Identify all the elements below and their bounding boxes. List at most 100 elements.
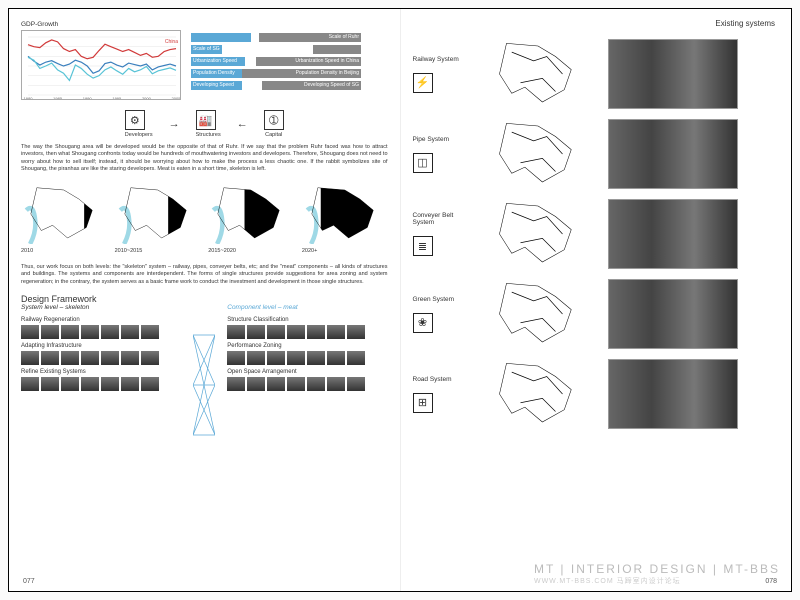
system-row: Railway System ⚡ bbox=[413, 39, 780, 109]
thumb-row bbox=[21, 325, 181, 339]
thumb bbox=[287, 325, 305, 339]
svg-text:China: China bbox=[165, 39, 178, 45]
thumb bbox=[121, 351, 139, 365]
df-sub-left: System level – skeleton bbox=[21, 304, 181, 311]
system-row: Conveyer Belt System ≣ bbox=[413, 199, 780, 269]
thumb bbox=[247, 377, 265, 391]
system-photo bbox=[608, 39, 738, 109]
line-chart-svg: China198019851990199520002005 bbox=[21, 30, 181, 100]
thumb bbox=[41, 377, 59, 391]
df-left-col: Railway Regeneration Adapting Infrastruct… bbox=[21, 315, 181, 477]
page-left: GDP-Growth China198019851990199520002005… bbox=[9, 9, 401, 591]
system-icon: ◫ bbox=[413, 153, 433, 173]
thumb bbox=[247, 351, 265, 365]
thumb bbox=[227, 351, 245, 365]
bar-row: Scale of Ruhr bbox=[191, 33, 361, 42]
df-group-title: Railway Regeneration bbox=[21, 317, 181, 323]
thumb bbox=[247, 325, 265, 339]
arrow-icon: ← bbox=[237, 118, 248, 130]
flow-icon: ⚙ bbox=[125, 110, 145, 130]
system-map bbox=[478, 39, 598, 109]
chart-title: GDP-Growth bbox=[21, 21, 181, 28]
thumb bbox=[21, 325, 39, 339]
thumb bbox=[267, 351, 285, 365]
thumb bbox=[61, 325, 79, 339]
right-header: Existing systems bbox=[715, 19, 775, 28]
thumb bbox=[347, 351, 365, 365]
system-row: Road System ⊞ bbox=[413, 359, 780, 429]
thumb-row bbox=[227, 325, 387, 339]
system-map bbox=[478, 119, 598, 189]
system-photo bbox=[608, 199, 738, 269]
system-icon: ❀ bbox=[413, 313, 433, 333]
thumb bbox=[81, 325, 99, 339]
thumb bbox=[347, 377, 365, 391]
thumb bbox=[41, 325, 59, 339]
system-row: Green System ❀ bbox=[413, 279, 780, 349]
flow-icon: ➀ bbox=[264, 110, 284, 130]
thumb bbox=[227, 377, 245, 391]
thumb-row bbox=[227, 377, 387, 391]
system-title: Conveyer Belt System bbox=[413, 212, 468, 226]
system-map bbox=[478, 279, 598, 349]
thumb bbox=[21, 377, 39, 391]
thumb bbox=[101, 377, 119, 391]
system-title: Pipe System bbox=[413, 136, 468, 143]
df-title: Design Framework bbox=[21, 294, 388, 304]
system-map bbox=[478, 199, 598, 269]
thumb bbox=[347, 325, 365, 339]
thumb bbox=[21, 351, 39, 365]
flow-item: ⚙ Developers bbox=[125, 110, 153, 138]
flow-label: Developers bbox=[125, 132, 153, 138]
system-title: Railway System bbox=[413, 56, 468, 63]
df-group-title: Refine Existing Systems bbox=[21, 369, 181, 375]
df-group-title: Adapting Infrastructure bbox=[21, 343, 181, 349]
thumb bbox=[81, 351, 99, 365]
compare-bars: Scale of Ruhr Scale of SG Urbanization S… bbox=[191, 21, 361, 102]
thumb bbox=[121, 325, 139, 339]
df-right-col: Structure ClassificationPerformance Zoni… bbox=[227, 315, 387, 477]
page-number-left: 077 bbox=[23, 578, 35, 585]
bar-row: Scale of SG bbox=[191, 45, 361, 54]
thumb bbox=[327, 377, 345, 391]
thumb bbox=[41, 351, 59, 365]
svg-text:1990: 1990 bbox=[83, 96, 93, 100]
thumb bbox=[81, 377, 99, 391]
page-right: Existing systems Railway System ⚡ Pipe S… bbox=[401, 9, 792, 591]
bar-row: Urbanization Speed Urbanization Speed in… bbox=[191, 57, 361, 66]
system-icon: ⊞ bbox=[413, 393, 433, 413]
system-icon: ≣ bbox=[413, 236, 433, 256]
phase-map: 2020+ bbox=[302, 184, 388, 254]
flow-label: Capital bbox=[264, 132, 284, 138]
arrow-icon: → bbox=[169, 118, 180, 130]
svg-text:2000: 2000 bbox=[142, 96, 152, 100]
df-connector bbox=[193, 315, 215, 477]
thumb bbox=[287, 351, 305, 365]
system-photo bbox=[608, 119, 738, 189]
thumb bbox=[61, 377, 79, 391]
thumb bbox=[227, 325, 245, 339]
thumb bbox=[121, 377, 139, 391]
system-map bbox=[478, 359, 598, 429]
thumb bbox=[327, 351, 345, 365]
system-row: Pipe System ◫ bbox=[413, 119, 780, 189]
system-photo bbox=[608, 279, 738, 349]
df-group-title: Structure Classification bbox=[227, 317, 387, 323]
system-photo bbox=[608, 359, 738, 429]
thumb bbox=[141, 351, 159, 365]
thumb-row bbox=[21, 351, 181, 365]
thumb bbox=[101, 351, 119, 365]
bar-row: Population Density Population Density in… bbox=[191, 69, 361, 78]
flow-icon: 🏭 bbox=[196, 110, 216, 130]
thumb-row bbox=[21, 377, 181, 391]
thumb bbox=[307, 351, 325, 365]
bar-row: Developing Speed Developing Speed of SG bbox=[191, 81, 361, 90]
svg-text:1985: 1985 bbox=[53, 96, 63, 100]
thumb bbox=[101, 325, 119, 339]
thumb-row bbox=[227, 351, 387, 365]
system-icon: ⚡ bbox=[413, 73, 433, 93]
flow-diagram: ⚙ Developers→🏭 Structures←➀ Capital bbox=[21, 110, 388, 138]
systems-list: Railway System ⚡ Pipe System ◫ bbox=[413, 39, 780, 429]
phase-map: 2010 bbox=[21, 184, 107, 254]
phase-map: 2015~2020 bbox=[208, 184, 294, 254]
